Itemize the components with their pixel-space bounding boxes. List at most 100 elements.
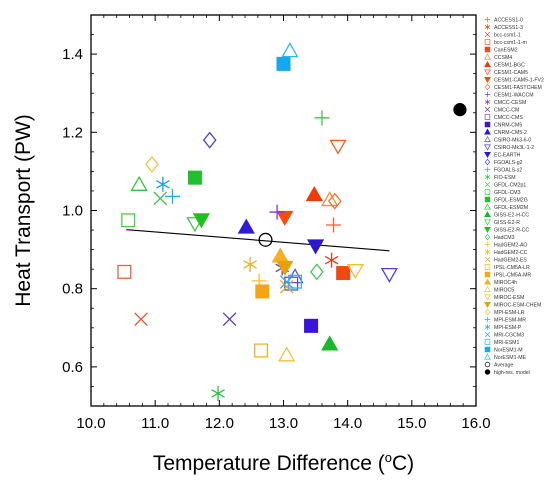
legend-marker (484, 316, 491, 323)
data-point (237, 218, 255, 234)
legend-label: MRI-ESM1 (494, 340, 519, 346)
legend-marker (484, 353, 491, 360)
legend-marker (484, 308, 491, 316)
legend-marker (484, 219, 491, 226)
x-tick-label: 15.0 (397, 415, 426, 432)
legend-marker (484, 256, 491, 263)
data-point (276, 56, 291, 71)
legend-label: GISS-E2-R (494, 220, 520, 226)
data-point (310, 263, 324, 281)
legend-marker (484, 331, 491, 338)
legend-label: CESM1-FASTCHEM (494, 85, 542, 91)
x-tick-label: 12.0 (205, 415, 234, 432)
legend-label: MIROC4h (494, 280, 517, 286)
legend-marker (484, 210, 491, 217)
x-tick-label: 14.0 (333, 415, 362, 432)
data-point (186, 217, 204, 233)
legend-label: CESM1-CAM5-1-FV2 (494, 77, 544, 83)
data-point (156, 176, 170, 192)
legend-label: HadGEM2-CC (494, 250, 528, 256)
data-point (328, 192, 342, 210)
data-point (187, 170, 202, 185)
data-point (134, 312, 148, 327)
legend-marker (484, 60, 491, 67)
y-tick-label: 1.4 (62, 46, 83, 63)
legend-marker (484, 158, 491, 166)
y-tick-label: 0.6 (62, 359, 83, 376)
legend-marker (484, 203, 491, 210)
x-tick-label: 10.0 (76, 415, 105, 432)
data-point (222, 312, 237, 327)
legend-marker (484, 106, 491, 113)
data-point (321, 335, 339, 351)
legend-label: CNRM-CM5 (494, 122, 522, 128)
legend-label: MPI-ESM-LR (494, 310, 525, 316)
legend-label: CMCC-CESM (494, 100, 526, 106)
legend-marker (484, 135, 491, 142)
data-points (117, 42, 467, 401)
legend-label: GFDL-CM2p1 (494, 182, 526, 188)
legend-marker (484, 121, 491, 128)
legend-marker (484, 114, 491, 120)
legend-label: MRI-CGCM3 (494, 332, 524, 338)
x-tick-label: 16.0 (461, 415, 490, 432)
legend-label: FGOALS-g2 (494, 160, 523, 166)
legend-label: MIROC5 (494, 287, 514, 293)
data-point (288, 274, 303, 289)
legend-marker (484, 77, 491, 84)
data-point (130, 175, 148, 191)
data-point (164, 188, 180, 204)
legend-marker (484, 189, 491, 195)
x-axis-title: Temperature Difference (oC) (153, 450, 414, 475)
legend-marker (484, 69, 491, 76)
legend-label: CSIRO-Mk3-6-0 (494, 137, 531, 143)
legend-marker (484, 339, 491, 345)
data-point (258, 232, 273, 247)
legend-label: HadCM3 (494, 235, 515, 241)
legend-label: CNRM-CM5-2 (494, 130, 527, 136)
legend-label: FGOALS-s2 (494, 167, 522, 173)
legend-label: NorESM1-ME (494, 355, 527, 361)
data-point (324, 252, 339, 268)
legend-label: high-res. model (494, 370, 530, 376)
legend-marker (484, 294, 491, 301)
legend-label: bcc-csm1-1-m (494, 40, 527, 46)
data-point (305, 186, 323, 202)
legend-label: HadGEM2-AO (494, 242, 527, 248)
legend-label: IPSL-CM5A-LR (494, 265, 530, 271)
legend-marker (484, 91, 491, 98)
legend-marker (484, 278, 491, 285)
data-point (278, 346, 296, 362)
data-point (153, 191, 168, 206)
legend-label: GFDL-CM3 (494, 190, 521, 196)
x-tick-label: 11.0 (141, 415, 169, 432)
legend-marker (484, 83, 491, 91)
data-point (121, 213, 136, 228)
legend-label: EC-EARTH (494, 152, 521, 158)
data-point (314, 110, 330, 126)
legend-label: NorESM1-M (494, 347, 523, 353)
data-point (254, 343, 269, 358)
legend-label: MPI-ESM-P (494, 325, 522, 331)
legend-marker (484, 369, 491, 375)
data-point (286, 268, 304, 284)
legend-marker (484, 241, 491, 248)
data-point (346, 264, 364, 280)
legend-label: GISS-E2-R-CC (494, 227, 529, 233)
legend-marker (484, 144, 491, 151)
legend-label: MPI-ESM-MR (494, 317, 526, 323)
axis-ticks: 10.0 11.0 12.0 13.0 14.0 15.0 16.0 0.6 0.8 1.0 1.2… (62, 15, 491, 432)
regression-line-layer (126, 229, 390, 252)
legend-marker (484, 271, 491, 278)
data-point (276, 210, 294, 226)
degree-superscript: o (385, 450, 392, 465)
data-point (326, 217, 342, 233)
legend-marker (484, 128, 491, 135)
y-tick-label: 0.8 (62, 281, 83, 298)
data-point (202, 131, 217, 149)
legend-label: GFDL-ESM2G (494, 197, 528, 203)
legend-marker (484, 53, 491, 60)
legend-marker (484, 302, 491, 309)
legend-label: CMCC-CM (494, 107, 519, 113)
